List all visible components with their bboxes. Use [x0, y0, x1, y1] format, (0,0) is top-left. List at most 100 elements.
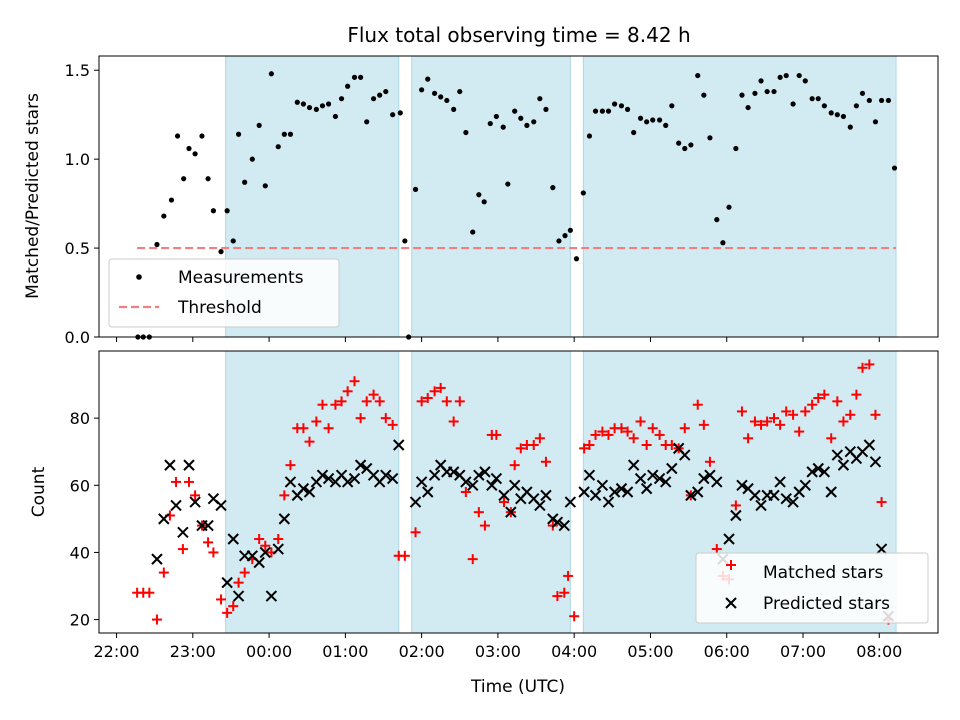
predicted-star-point [354, 459, 367, 471]
matched-star-point [311, 416, 322, 427]
predicted-star-point [749, 489, 761, 502]
matched-star-point [441, 396, 452, 407]
matched-star-point [692, 399, 703, 410]
bottom-legend: Matched stars Predicted stars [695, 552, 929, 624]
measurement-point [476, 192, 482, 198]
measurement-point [249, 156, 255, 162]
x-axis-label: Time (UTC) [470, 677, 565, 697]
predicted-star-point [303, 486, 316, 498]
measurement-point [493, 113, 499, 120]
y-tick-label: 20 [70, 611, 90, 630]
predicted-star-point [170, 499, 182, 512]
measurement-point [828, 110, 834, 116]
measurement-point [512, 108, 518, 114]
observing-window-band-3 [582, 55, 897, 338]
measurement-point [682, 145, 688, 152]
measurement-point [470, 229, 476, 235]
matched-star-point [540, 456, 551, 467]
matched-star-point [679, 423, 690, 434]
measurement-point [701, 92, 707, 98]
measurement-point [847, 124, 853, 130]
measurement-point [537, 96, 543, 102]
measurement-point [752, 90, 758, 96]
predicted-star-point [558, 519, 570, 532]
matched-star-point [285, 460, 296, 471]
x-tick-label: 04:00 [551, 642, 597, 661]
measurement-point [235, 131, 242, 137]
measurement-point [657, 117, 663, 123]
matched-star-point [158, 567, 169, 578]
measurement-point [425, 76, 431, 82]
measurement-point [306, 104, 313, 111]
x-tick-label: 05:00 [627, 642, 673, 661]
predicted-star-point [825, 486, 837, 498]
measurement-point [174, 133, 181, 139]
matched-star-point [361, 396, 372, 407]
matched-star-point [323, 423, 334, 434]
measurement-point [562, 233, 568, 239]
predicted-star-point [227, 533, 239, 545]
matched-star-point [499, 497, 510, 508]
predicted-star-point [316, 469, 329, 481]
matched-star-point [788, 409, 799, 420]
measurement-point [834, 112, 840, 118]
predicted-star-point [589, 489, 602, 502]
predicted-star-point [505, 506, 517, 518]
measurement-point [358, 74, 364, 80]
x-tick-label: 08:00 [856, 642, 902, 661]
legend-predicted-marker [725, 597, 737, 609]
y-tick-label: 0.0 [65, 328, 90, 347]
matched-star-point [800, 406, 811, 417]
measurement-point [688, 142, 694, 148]
matched-star-point [563, 570, 574, 581]
measurement-point [669, 103, 675, 109]
predicted-star-point [812, 462, 824, 475]
top-axes-frame [98, 55, 939, 338]
measurement-point [432, 90, 438, 96]
top-plot-area [135, 71, 898, 340]
matched-star-point [254, 534, 265, 544]
measurement-point [631, 129, 637, 136]
predicted-star-point [490, 472, 503, 485]
predicted-star-point [164, 459, 176, 471]
top-panel: 0.0 0.5 1.0 1.5 Matched/Predicted stars Mea… [23, 55, 939, 347]
matched-star-point [317, 399, 328, 410]
measurement-point [726, 204, 732, 210]
predicted-star-point [755, 499, 767, 512]
legend-measurements-label: Measurements [178, 268, 304, 288]
matched-star-point [552, 591, 563, 602]
measurement-point [758, 78, 764, 84]
predicted-star-point [596, 479, 609, 491]
matched-star-point [622, 426, 633, 437]
predicted-star-point [723, 533, 735, 545]
predicted-star-point [265, 590, 278, 602]
measurement-point [451, 106, 457, 112]
measurement-point [650, 117, 656, 123]
measurement-point [605, 108, 612, 114]
observing-window-band-2 [411, 55, 571, 338]
measurement-point [624, 106, 631, 112]
bottom-panel: 20 40 60 80 22:00 23:00 00:00 01:00 02:00 03:00 0… [29, 350, 939, 697]
measurement-point [338, 96, 345, 102]
matched-star-point [479, 520, 490, 531]
matched-star-point [239, 567, 250, 578]
measurement-point [281, 131, 287, 137]
predicted-star-point [473, 469, 485, 481]
matched-star-point [698, 419, 709, 430]
legend-measurements-marker [136, 274, 142, 280]
predicted-star-point [272, 543, 284, 555]
predicted-star-point [768, 489, 780, 502]
measurement-point [390, 112, 396, 118]
matched-star-point [736, 406, 747, 417]
measurement-point [543, 106, 549, 112]
matched-star-point [460, 487, 471, 497]
legend-threshold-label: Threshold [177, 298, 262, 318]
predicted-star-point [774, 476, 786, 488]
predicted-star-point [479, 466, 491, 478]
matched-star-point [775, 419, 786, 430]
measurement-point [351, 74, 358, 80]
predicted-star-point [460, 476, 472, 488]
measurement-point [739, 92, 745, 98]
measurement-point [790, 101, 796, 107]
measurement-point [891, 165, 898, 171]
